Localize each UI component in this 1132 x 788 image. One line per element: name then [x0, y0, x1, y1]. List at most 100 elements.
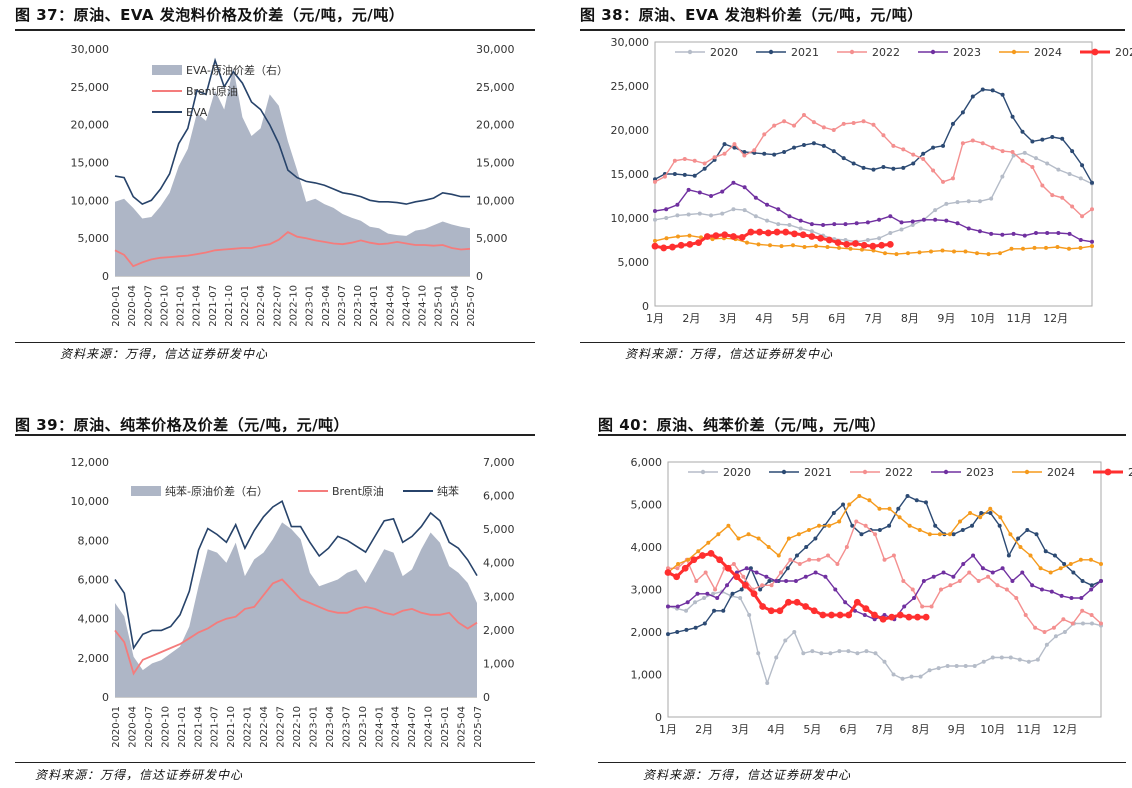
c38-point-2021 [792, 145, 797, 150]
c40-point-2021 [702, 621, 707, 626]
c38-point-2025 [686, 241, 694, 248]
c38-point-2020 [955, 200, 960, 205]
c38-point-2025 [669, 243, 676, 251]
c38-point-2021 [1020, 129, 1025, 134]
c38-point-2021 [692, 173, 697, 178]
c40-point-2020 [936, 666, 941, 671]
c40-point-2023 [1000, 566, 1005, 571]
chart39-title-rule [15, 434, 535, 436]
c37-xtick: 2021-07 [208, 285, 219, 327]
c38-point-2023 [899, 220, 904, 225]
c40-ytick: 2,000 [631, 626, 663, 639]
c38-point-2021 [871, 167, 876, 172]
c38-point-2021 [990, 88, 995, 93]
c38-point-2024 [676, 234, 680, 239]
c38-point-2022 [692, 158, 697, 163]
c40-point-2021 [887, 523, 892, 528]
c37-ytick-left: 25,000 [71, 81, 110, 94]
c40-point-2022 [863, 523, 868, 528]
c38-point-2022 [1090, 207, 1094, 212]
c38-point-2025 [843, 241, 851, 248]
c38-point-2023 [921, 217, 926, 222]
c38-point-2023 [1045, 230, 1050, 235]
c40-point-2023 [1010, 579, 1015, 583]
c40-point-2025 [802, 603, 810, 610]
c40-point-2025 [673, 573, 681, 581]
c38-point-2023 [1011, 231, 1016, 236]
c37-ytick-left: 5,000 [78, 232, 110, 245]
chart37-panel: 图 37：原油、EVA 发泡料价格及价差（元/吨，元/吨） 0 5,000 10,0… [15, 4, 535, 384]
chart39-bottom-rule [15, 762, 535, 763]
c38-point-2025 [825, 236, 833, 244]
c37-xtick: 2024-10 [418, 285, 429, 327]
c38-point-2020 [1045, 161, 1050, 166]
c39-ytick-left: 10,000 [71, 495, 110, 508]
c40-point-2022 [882, 557, 887, 562]
c40-point-2024 [756, 536, 761, 541]
c38-point-2021 [911, 161, 916, 166]
c38-point-2025 [852, 240, 859, 247]
c40-point-2022 [1089, 613, 1094, 617]
c40-point-2024 [1038, 566, 1043, 571]
c39-xtick: 2021-04 [193, 706, 204, 748]
c38-xtick: 4月 [755, 312, 773, 325]
c40-xtick: 6月 [839, 723, 857, 736]
c38-point-2024 [802, 245, 807, 250]
c38-point-2022 [990, 145, 995, 150]
c40-point-2024 [766, 545, 771, 549]
c38-point-2024 [779, 244, 784, 249]
c40-point-2020 [882, 659, 887, 664]
c37-xtick: 2022-07 [272, 285, 283, 327]
c39-ytick-left: 4,000 [78, 613, 110, 626]
c38-point-2024 [894, 252, 899, 257]
c38-point-2023 [1033, 230, 1038, 235]
c38-point-2020 [742, 208, 747, 213]
c40-legend-label-2025: 2025 [1128, 466, 1132, 479]
c40-legend-marker-2023 [943, 469, 949, 475]
c40-point-2025 [742, 581, 749, 589]
c39-xtick: 2024-10 [424, 706, 435, 748]
c40-point-2023 [1089, 587, 1094, 592]
c40-point-2022 [891, 553, 896, 558]
c38-point-2025 [677, 241, 685, 249]
c38-point-2020 [1000, 174, 1005, 179]
c40-point-2022 [901, 579, 906, 583]
c38-point-2024 [906, 251, 910, 256]
c38-point-2023 [944, 218, 949, 223]
c40-point-2024 [827, 523, 832, 528]
c40-point-2022 [910, 587, 915, 592]
c40-point-2023 [931, 574, 936, 579]
c38-point-2023 [877, 217, 882, 222]
c40-point-2023 [1030, 583, 1035, 588]
c38-point-2025 [764, 229, 772, 237]
c40-point-2024 [998, 515, 1003, 520]
c38-point-2023 [697, 190, 702, 195]
c40-point-2020 [1053, 634, 1058, 639]
c38-point-2025 [799, 231, 807, 239]
c40-ytick: 6,000 [631, 456, 663, 469]
c40-point-2024 [907, 523, 912, 528]
c38-point-2020 [865, 238, 870, 242]
c38-point-2022 [851, 120, 856, 125]
c38-point-2024 [860, 247, 864, 252]
c38-point-2020 [944, 201, 949, 206]
c38-point-2025 [869, 242, 877, 250]
c38-point-2024 [768, 243, 772, 248]
c39-ytick-left: 8,000 [78, 534, 110, 547]
c38-point-2024 [871, 248, 876, 253]
c38-point-2024 [1090, 244, 1094, 249]
c40-point-2021 [804, 545, 809, 549]
c39-xtick: 2025-01 [440, 706, 451, 748]
c38-legend-marker-2021 [768, 49, 774, 55]
c40-xtick: 4月 [767, 723, 785, 736]
c39-xtick: 2021-10 [226, 706, 237, 748]
c40-point-2021 [1089, 583, 1094, 588]
chart37-source: 资料来源：万得，信达证券研发中心 [60, 347, 269, 361]
c40-point-2023 [764, 574, 769, 579]
c39-xtick: 2024-04 [391, 706, 402, 748]
c40-point-2020 [909, 674, 914, 679]
c38-point-2020 [1033, 156, 1038, 161]
c38-point-2020 [877, 236, 882, 241]
c40-ytick: 4,000 [631, 541, 663, 554]
c37-xtick: 2020-01 [111, 285, 122, 327]
